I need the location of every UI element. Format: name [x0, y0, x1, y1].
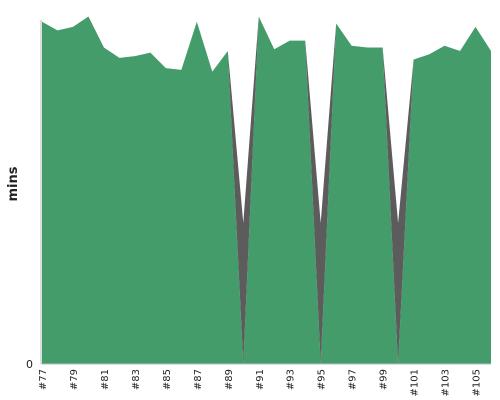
x-tick-label: #77: [38, 369, 49, 390]
x-tick-label: #85: [162, 369, 173, 390]
x-tick-label: #105: [472, 369, 483, 396]
series-layer: [42, 16, 491, 365]
x-tick-label: #97: [348, 369, 359, 390]
x-tick-labels: #77 #79 #81 #83 #85 #87 #89 #91 #93 #95 #97 #99 #101…: [38, 369, 483, 396]
series-area-0: [42, 16, 491, 365]
x-tick-label: #89: [224, 369, 235, 390]
x-tick-label: #87: [193, 369, 204, 390]
series-area-1: [42, 16, 491, 365]
x-tick-label: #83: [131, 369, 142, 390]
x-tick-label: #79: [69, 369, 80, 390]
y-axis-label: mins: [6, 166, 21, 201]
x-tick-label: #103: [441, 369, 452, 396]
x-tick-label: #101: [410, 369, 421, 396]
y-tick-label: 0: [26, 358, 33, 371]
x-tick-label: #91: [255, 369, 266, 390]
x-tick-label: #99: [379, 369, 390, 390]
x-tick-label: #95: [317, 369, 328, 390]
x-tick-label: #93: [286, 369, 297, 390]
y-tick-labels: 0: [26, 358, 33, 371]
x-tick-label: #81: [100, 369, 111, 390]
